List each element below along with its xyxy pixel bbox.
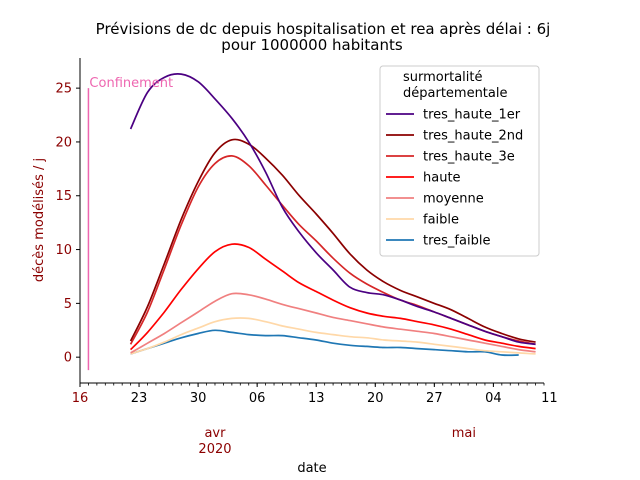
- legend-label: faible: [423, 213, 459, 228]
- x-tick-label: 23: [131, 391, 148, 406]
- x-tick-label: 20: [367, 391, 384, 406]
- month-label: mai: [452, 426, 476, 441]
- y-tick-label: 0: [64, 351, 72, 366]
- series-line-tres_haute_1er: [129, 73, 536, 346]
- series-line-haute: [129, 243, 536, 351]
- legend-title-line1: surmortalité: [403, 70, 482, 85]
- x-tick-label: 13: [308, 391, 325, 406]
- y-tick-label: 5: [64, 297, 72, 312]
- month-label: avr: [204, 426, 226, 441]
- legend-items: tres_haute_1er tres_haute_2nd tres_haute_3…: [386, 108, 523, 249]
- legend-label: tres_haute_3e: [423, 150, 515, 165]
- legend-label: moyenne: [423, 192, 484, 207]
- series-layer: [129, 73, 536, 357]
- x-tick-label: 04: [485, 391, 502, 406]
- x-axis-label: date: [297, 461, 326, 476]
- x-tick-label: 27: [426, 391, 443, 406]
- month-label: 2020: [198, 442, 231, 457]
- legend: surmortalité départementale tres_haute_1…: [379, 65, 540, 257]
- x-tick-label: 30: [190, 391, 207, 406]
- annotation-layer: Confinement: [87, 76, 173, 371]
- legend-title-line2: départementale: [403, 86, 507, 101]
- confinement-label: Confinement: [89, 76, 173, 91]
- y-tick-label: 10: [55, 243, 72, 258]
- x-tick-label: 16: [72, 391, 89, 406]
- chart-title-line2: pour 1000000 habitants: [221, 36, 403, 54]
- series-line-moyenne: [130, 292, 536, 354]
- series-line-tres_haute_2nd: [129, 138, 536, 343]
- x-tick-label: 06: [249, 391, 266, 406]
- legend-label: tres_haute_1er: [423, 108, 521, 123]
- y-tick-label: 25: [55, 82, 72, 97]
- legend-box: [379, 65, 540, 257]
- legend-label: tres_haute_2nd: [423, 129, 523, 144]
- y-axis-label: décès modélisés / j: [32, 158, 47, 282]
- legend-label: tres_faible: [423, 234, 490, 249]
- y-tick-label: 20: [55, 135, 72, 150]
- series-line-faible: [130, 317, 536, 355]
- y-tick-label: 15: [55, 189, 72, 204]
- chart-title-line1: Prévisions de dc depuis hospitalisation …: [96, 20, 551, 38]
- legend-label: haute: [423, 171, 461, 186]
- series-line-tres_faible: [130, 329, 519, 357]
- y-tick-layer: 0 5 10 15 20 25: [55, 82, 80, 366]
- x-tick-label: 11: [541, 391, 558, 406]
